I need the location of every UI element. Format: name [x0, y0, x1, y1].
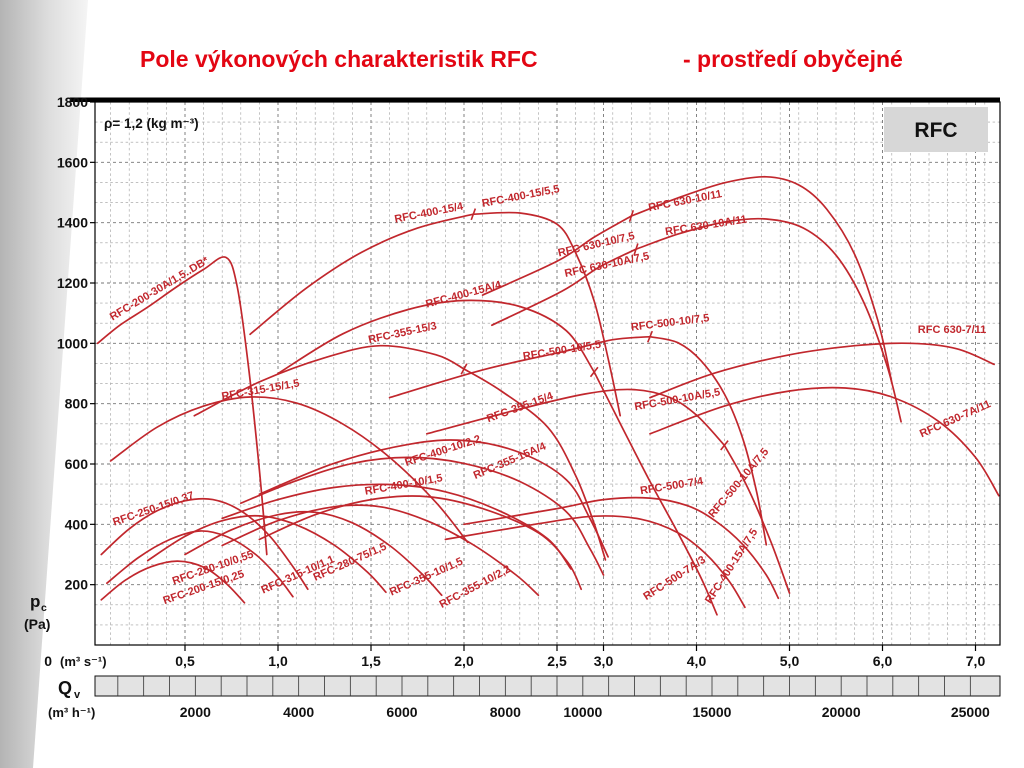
- curve-label: RFC 630-7/11: [918, 324, 986, 336]
- y-tick-label: 600: [65, 456, 89, 472]
- y-axis-zero: 0: [44, 653, 52, 669]
- fan-curve: [593, 371, 718, 616]
- fan-curve: [258, 439, 609, 558]
- x-axis-m3h-quantity-sub: v: [74, 689, 81, 701]
- x-tick-label-m3s: 4,0: [687, 653, 707, 669]
- x-tick-label-m3h: 25000: [951, 704, 990, 720]
- fan-curve: [109, 396, 469, 544]
- x-tick-label-m3s: 0,5: [175, 653, 195, 669]
- fan-curve: [491, 248, 637, 327]
- rfc-badge: RFC: [884, 107, 988, 152]
- curve-division-ticks: [460, 208, 729, 451]
- fan-curve: [472, 211, 622, 417]
- x-axis-m3s-unit: (m³ s⁻¹): [60, 654, 107, 669]
- fan-curve: [388, 335, 651, 399]
- x-tick-label-m3h: 15000: [693, 704, 732, 720]
- y-tick-label: 1400: [57, 215, 88, 231]
- fan-curve: [184, 510, 443, 597]
- fan-curve: [193, 344, 465, 417]
- fan-curve: [649, 386, 1000, 497]
- y-axis-quantity-sub: c: [41, 602, 47, 614]
- fan-curve: [723, 444, 791, 594]
- fan-curve: [635, 217, 902, 423]
- x-tick-label-m3h: 2000: [180, 704, 211, 720]
- x-axis-m3h-ruler: 2000 4000 6000 8000 10000 15000 20000 25000 Q v (m…: [48, 675, 1001, 720]
- y-axis-unit: (Pa): [24, 616, 50, 632]
- y-tick-label: 1800: [57, 94, 88, 110]
- fan-curve: [221, 483, 572, 570]
- title-main: Pole výkonových charakteristik RFC: [140, 46, 538, 72]
- x-tick-label-m3h: 8000: [490, 704, 521, 720]
- fan-curve: [463, 496, 780, 600]
- y-tick-label: 400: [65, 516, 89, 532]
- y-axis-quantity: p: [30, 592, 40, 611]
- rfc-badge-label: RFC: [914, 119, 957, 142]
- x-tick-label-m3h: 6000: [386, 704, 417, 720]
- density-note: ρ= 1,2 (kg m⁻³): [104, 116, 199, 131]
- fan-curves: [96, 175, 1000, 616]
- x-tick-label-m3s: 1,0: [268, 653, 288, 669]
- x-tick-label-m3s: 2,5: [547, 653, 567, 669]
- y-tick-label: 1000: [57, 335, 88, 351]
- y-axis: 1800 1600 1400 1200 1000 800 600 400 200 p c (Pa) 0: [24, 94, 95, 669]
- grid-minor: [95, 102, 1000, 645]
- x-tick-label-m3s: 3,0: [594, 653, 614, 669]
- x-tick-label-m3s: 2,0: [454, 653, 474, 669]
- fan-curve: [481, 215, 633, 296]
- plot-background: [95, 102, 1000, 645]
- fan-curve: [100, 497, 309, 591]
- fan-curve: [463, 368, 607, 561]
- x-tick-label-m3h: 20000: [822, 704, 861, 720]
- fan-curve: [649, 335, 768, 546]
- fan-curve: [277, 299, 596, 375]
- fan-curve: [630, 175, 893, 384]
- x-tick-label-m3s: 6,0: [873, 653, 893, 669]
- fan-curve: [239, 456, 605, 576]
- x-tick-label-m3s: 1,5: [361, 653, 381, 669]
- x-tick-label-m3h: 10000: [563, 704, 602, 720]
- x-axis-m3h-unit: (m³ h⁻¹): [48, 705, 95, 720]
- y-tick-label: 1200: [57, 275, 88, 291]
- fan-curve: [106, 530, 294, 598]
- plot-top-rule: [70, 97, 1000, 102]
- x-tick-label-m3s: 7,0: [966, 653, 986, 669]
- page-title: Pole výkonových charakteristik RFC - pro…: [0, 46, 1024, 80]
- fan-curve: [96, 256, 268, 556]
- y-tick-label: 1600: [57, 154, 88, 170]
- x-axis-m3s: (m³ s⁻¹) 0,5 1,0 1,5 2,0 2,5 3,0 4,0 5,0 6,0 7,0: [60, 645, 985, 669]
- fan-curve: [444, 515, 746, 609]
- fan-curve: [146, 514, 387, 594]
- x-tick-label-m3s: 5,0: [780, 653, 800, 669]
- x-axis-m3h-quantity: Q: [58, 678, 72, 698]
- fan-curve: [649, 342, 995, 399]
- fan-curve: [100, 560, 246, 604]
- y-tick-label: 800: [65, 396, 89, 412]
- y-tick-label: 200: [65, 577, 89, 593]
- fan-curve: [221, 504, 540, 597]
- title-suffix: - prostředí obyčejné: [683, 46, 903, 72]
- x-tick-label-m3h: 4000: [283, 704, 314, 720]
- fan-curve: [249, 213, 475, 336]
